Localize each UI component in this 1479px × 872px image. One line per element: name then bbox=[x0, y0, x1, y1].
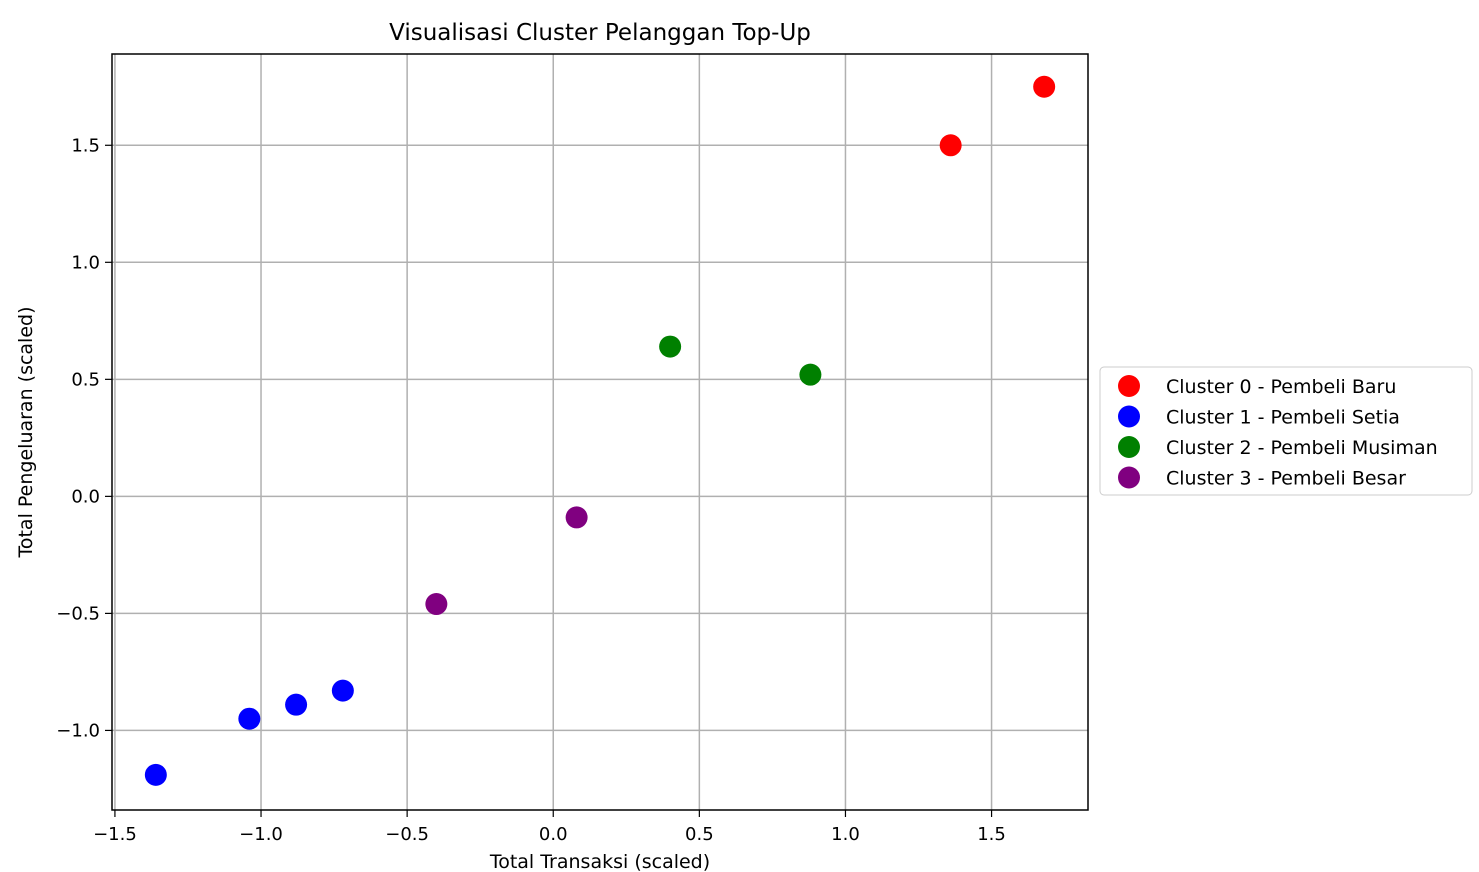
x-tick-label: 1.5 bbox=[977, 824, 1006, 845]
x-tick-label: −1.5 bbox=[93, 824, 137, 845]
legend-marker bbox=[1118, 375, 1140, 397]
plot-frame bbox=[111, 53, 1089, 811]
data-point-cluster-1 bbox=[331, 679, 354, 702]
x-tick-label: 0.0 bbox=[539, 824, 568, 845]
y-tick-label: 0.5 bbox=[71, 369, 100, 390]
y-tick-label: 0.0 bbox=[71, 486, 100, 507]
x-tick-label: −1.0 bbox=[239, 824, 283, 845]
x-axis-ticks: −1.5 −1.0 −0.5 0.0 0.5 1.0 1.5 bbox=[93, 810, 1006, 845]
chart-title: Visualisasi Cluster Pelanggan Top-Up bbox=[389, 20, 811, 46]
data-point-cluster-2 bbox=[799, 363, 822, 386]
legend: Cluster 0 - Pembeli Baru Cluster 1 - Pemb… bbox=[1099, 366, 1473, 496]
x-tick-label: −0.5 bbox=[385, 824, 429, 845]
grid-lines bbox=[112, 54, 1088, 810]
data-point-cluster-3 bbox=[425, 593, 448, 616]
legend-marker bbox=[1118, 436, 1140, 458]
legend-box bbox=[1099, 366, 1473, 496]
y-tick-label: −0.5 bbox=[56, 603, 100, 624]
y-axis-ticks: −1.0 −0.5 0.0 0.5 1.0 1.5 bbox=[56, 135, 112, 741]
legend-marker bbox=[1118, 405, 1140, 428]
legend-entry-label: Cluster 0 - Pembeli Baru bbox=[1166, 376, 1396, 398]
data-points bbox=[144, 75, 1056, 786]
legend-entry-label: Cluster 3 - Pembeli Besar bbox=[1166, 468, 1406, 490]
data-point-cluster-3 bbox=[565, 506, 588, 529]
x-tick-label: 0.5 bbox=[685, 824, 714, 845]
data-point-cluster-0 bbox=[939, 134, 962, 157]
legend-marker bbox=[1118, 466, 1140, 489]
y-axis-label: Total Pengeluaran (scaled) bbox=[15, 306, 37, 558]
y-tick-label: 1.5 bbox=[71, 135, 100, 156]
data-point-cluster-1 bbox=[238, 707, 261, 730]
x-tick-label: 1.0 bbox=[831, 824, 860, 845]
data-point-cluster-1 bbox=[285, 693, 308, 716]
data-point-cluster-0 bbox=[1033, 75, 1056, 98]
data-point-cluster-2 bbox=[659, 335, 682, 358]
legend-entry-label: Cluster 1 - Pembeli Setia bbox=[1166, 407, 1400, 429]
y-tick-label: 1.0 bbox=[71, 252, 100, 273]
x-axis-label: Total Transaksi (scaled) bbox=[489, 851, 710, 872]
legend-entry-label: Cluster 2 - Pembeli Musiman bbox=[1166, 437, 1438, 459]
y-tick-label: −1.0 bbox=[56, 720, 100, 741]
data-point-cluster-1 bbox=[144, 763, 167, 786]
